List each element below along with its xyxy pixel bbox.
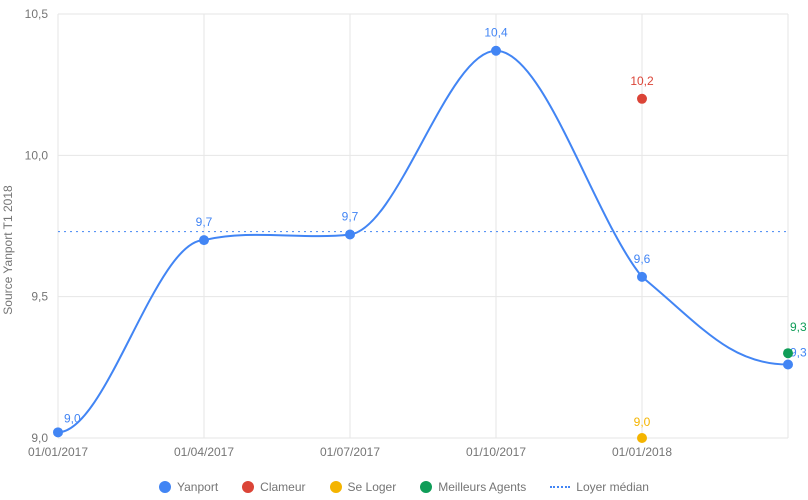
legend-item: Se Loger — [330, 480, 397, 494]
legend-swatch-dash — [550, 486, 570, 488]
legend-label: Yanport — [177, 480, 218, 494]
svg-text:01/10/2017: 01/10/2017 — [466, 445, 526, 459]
svg-text:9,0: 9,0 — [64, 411, 81, 425]
legend-swatch-circle — [330, 481, 342, 493]
legend-item: Clameur — [242, 480, 305, 494]
legend-swatch-circle — [242, 481, 254, 493]
legend-swatch-circle — [420, 481, 432, 493]
legend-label: Clameur — [260, 480, 305, 494]
legend-label: Meilleurs Agents — [438, 480, 526, 494]
svg-text:01/01/2017: 01/01/2017 — [28, 445, 88, 459]
legend-label: Loyer médian — [576, 480, 649, 494]
svg-text:9,0: 9,0 — [634, 415, 651, 429]
svg-text:01/01/2018: 01/01/2018 — [612, 445, 672, 459]
chart-container: 9,0 9,5 10,0 10,5 01/01/2017 01/04/2017 01/07/… — [0, 0, 808, 500]
chart-svg: 9,0 9,5 10,0 10,5 01/01/2017 01/04/2017 01/07/… — [0, 0, 808, 500]
y-axis-label: Source Yanport T1 2018 — [1, 185, 15, 314]
legend-item: Loyer médian — [550, 480, 649, 494]
svg-text:9,7: 9,7 — [196, 215, 213, 229]
legend: Yanport Clameur Se Loger Meilleurs Agents Lo… — [0, 480, 808, 494]
svg-text:10,5: 10,5 — [25, 7, 49, 21]
svg-text:9,7: 9,7 — [342, 209, 359, 223]
svg-text:9,6: 9,6 — [634, 252, 651, 266]
svg-text:10,2: 10,2 — [630, 74, 654, 88]
svg-text:01/04/2017: 01/04/2017 — [174, 445, 234, 459]
legend-item: Meilleurs Agents — [420, 480, 526, 494]
legend-swatch-circle — [159, 481, 171, 493]
svg-text:01/07/2017: 01/07/2017 — [320, 445, 380, 459]
legend-item: Yanport — [159, 480, 218, 494]
legend-label: Se Loger — [348, 480, 397, 494]
svg-text:10,4: 10,4 — [484, 26, 508, 40]
svg-text:9,3: 9,3 — [790, 320, 807, 334]
svg-text:9,5: 9,5 — [31, 290, 48, 304]
svg-text:9,0: 9,0 — [31, 431, 48, 445]
svg-text:10,0: 10,0 — [25, 148, 49, 162]
